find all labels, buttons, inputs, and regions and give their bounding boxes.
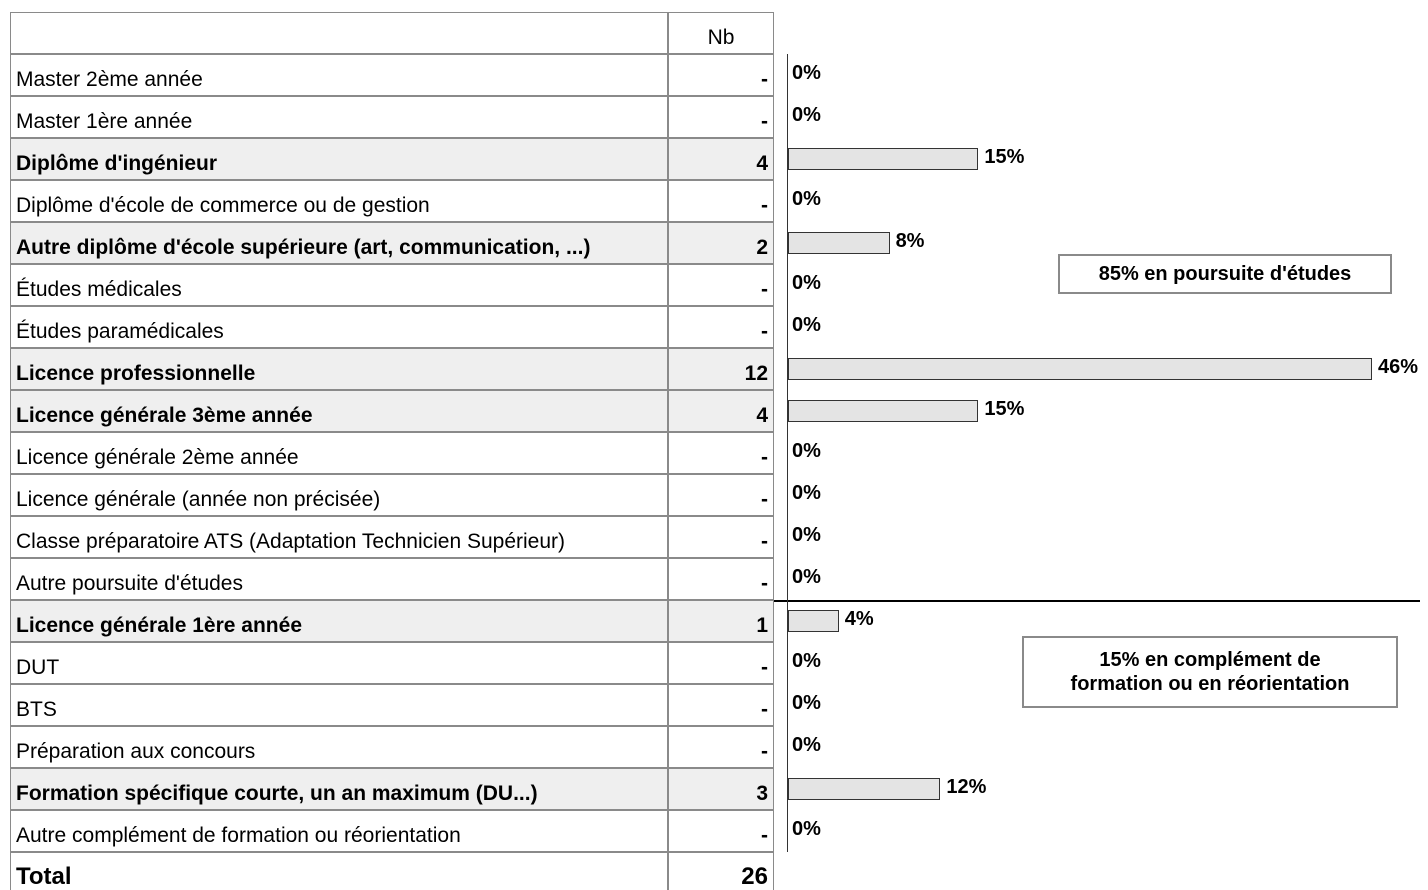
- bar: [788, 148, 979, 170]
- value-label: 0%: [792, 818, 821, 840]
- row-label: Master 1ère année: [10, 96, 668, 138]
- row-count: -: [668, 96, 774, 138]
- row-label: Autre poursuite d'études: [10, 558, 668, 600]
- bar: [788, 400, 979, 422]
- row-count: -: [668, 642, 774, 684]
- annotation: 15% en complément de formation ou en réor…: [1022, 636, 1398, 708]
- row-count: -: [668, 54, 774, 96]
- row-count: -: [668, 558, 774, 600]
- row-count: -: [668, 264, 774, 306]
- row-count: 4: [668, 138, 774, 180]
- value-label: 15%: [984, 398, 1025, 420]
- value-label: 15%: [984, 146, 1025, 168]
- value-label: 0%: [792, 272, 821, 294]
- row-label: Classe préparatoire ATS (Adaptation Tech…: [10, 516, 668, 558]
- value-label: 8%: [895, 230, 925, 252]
- row-count: 4: [668, 390, 774, 432]
- annotation-line: 85% en poursuite d'études: [1098, 263, 1352, 285]
- row-count: -: [668, 180, 774, 222]
- value-label: 0%: [792, 314, 821, 336]
- column-header: Nb: [668, 12, 774, 54]
- row-label: Licence générale 3ème année: [10, 390, 668, 432]
- bar: [788, 778, 941, 800]
- row-count: -: [668, 684, 774, 726]
- row-label: Autre complément de formation ou réorien…: [10, 810, 668, 852]
- row-count: -: [668, 516, 774, 558]
- value-label: 0%: [792, 188, 821, 210]
- row-label: Préparation aux concours: [10, 726, 668, 768]
- bar-axis: [787, 54, 788, 852]
- row-count: -: [668, 474, 774, 516]
- value-label: 4%: [844, 608, 874, 630]
- row-count: 12: [668, 348, 774, 390]
- total-label: Total: [10, 852, 668, 890]
- total-value: 26: [668, 852, 774, 890]
- row-label: Licence générale 1ère année: [10, 600, 668, 642]
- annotation-line: formation ou en réorientation: [1070, 673, 1350, 695]
- row-count: -: [668, 810, 774, 852]
- row-count: -: [668, 726, 774, 768]
- row-label: Études paramédicales: [10, 306, 668, 348]
- row-label: Diplôme d'ingénieur: [10, 138, 668, 180]
- value-label: 0%: [792, 734, 821, 756]
- row-count: 3: [668, 768, 774, 810]
- value-label: 12%: [946, 776, 987, 798]
- value-label: 0%: [792, 62, 821, 84]
- row-label: Licence générale (année non précisée): [10, 474, 668, 516]
- row-label: Licence générale 2ème année: [10, 432, 668, 474]
- bar: [788, 358, 1372, 380]
- bar: [788, 232, 890, 254]
- row-label: Études médicales: [10, 264, 668, 306]
- value-label: 0%: [792, 692, 821, 714]
- header-cell: [10, 12, 668, 54]
- annotation-line: 15% en complément de: [1099, 649, 1321, 671]
- row-label: Formation spécifique courte, un an maxim…: [10, 768, 668, 810]
- row-label: Autre diplôme d'école supérieure (art, c…: [10, 222, 668, 264]
- value-label: 0%: [792, 440, 821, 462]
- row-count: -: [668, 306, 774, 348]
- row-label: DUT: [10, 642, 668, 684]
- row-count: -: [668, 432, 774, 474]
- value-label: 0%: [792, 566, 821, 588]
- value-label: 0%: [792, 524, 821, 546]
- value-label: 0%: [792, 650, 821, 672]
- row-label: Diplôme d'école de commerce ou de gestio…: [10, 180, 668, 222]
- row-count: 1: [668, 600, 774, 642]
- annotation: 85% en poursuite d'études: [1058, 254, 1392, 294]
- row-label: BTS: [10, 684, 668, 726]
- value-label: 0%: [792, 104, 821, 126]
- row-label: Licence professionnelle: [10, 348, 668, 390]
- bar: [788, 610, 839, 632]
- value-label: 46%: [1378, 356, 1419, 378]
- value-label: 0%: [792, 482, 821, 504]
- row-label: Master 2ème année: [10, 54, 668, 96]
- row-count: 2: [668, 222, 774, 264]
